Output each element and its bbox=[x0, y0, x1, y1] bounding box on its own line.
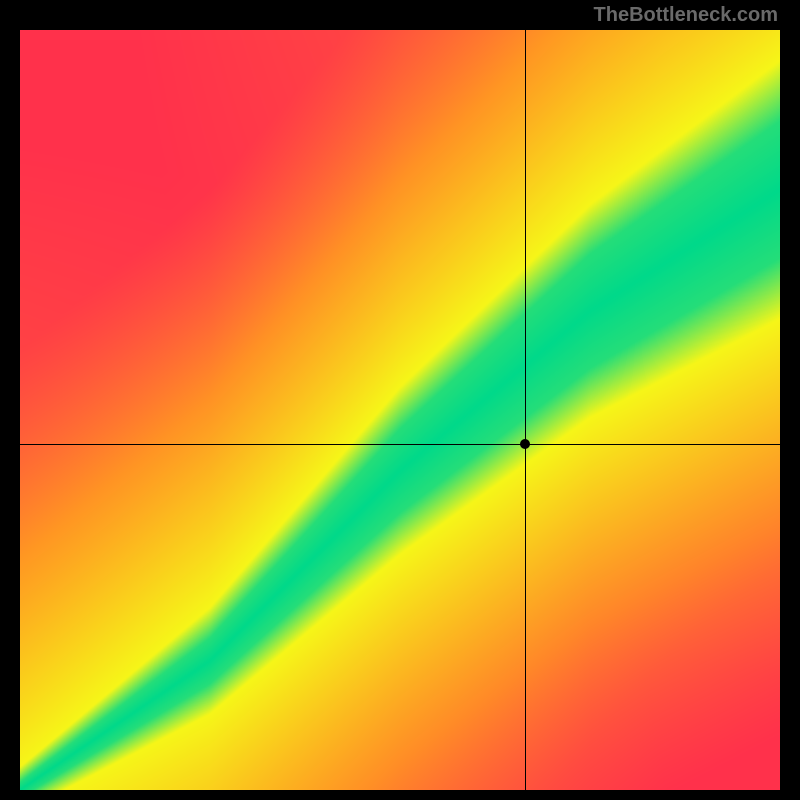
attribution-text: TheBottleneck.com bbox=[594, 4, 778, 27]
plot-area bbox=[20, 30, 780, 790]
heatmap-canvas bbox=[20, 30, 780, 790]
